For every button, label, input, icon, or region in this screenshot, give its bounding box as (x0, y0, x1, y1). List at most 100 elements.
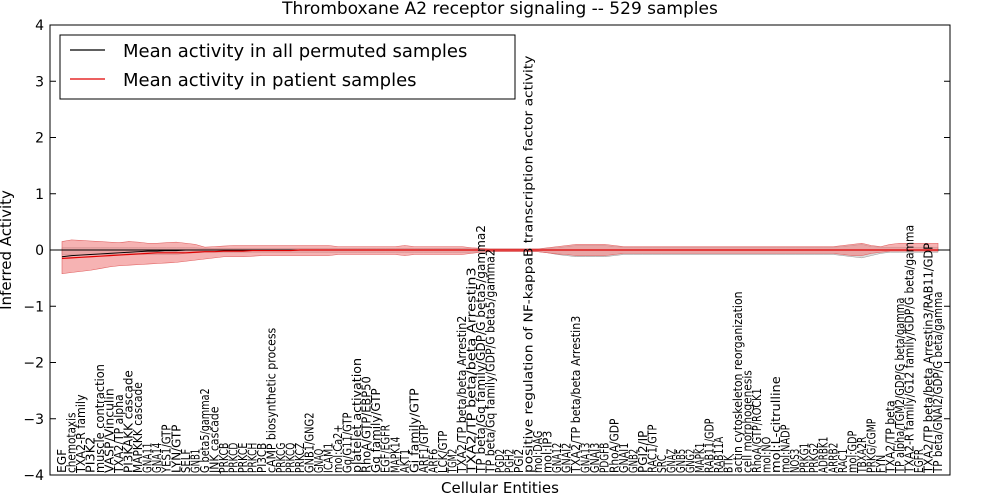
y-tick-label: 1 (35, 187, 44, 203)
x-category-label: GNA11 (141, 443, 155, 473)
x-category-label: TGM2 (445, 449, 459, 474)
x-axis-label: Cellular Entities (441, 479, 559, 497)
y-tick-label: −1 (23, 299, 44, 315)
x-category-label: TP beta/GNAI2/GDP/G beta/gamma (931, 292, 945, 474)
legend-label-patient: Mean activity in patient samples (123, 70, 417, 91)
x-category-label: GNAI1 (617, 443, 631, 473)
x-category-label: PI3KAKK cascade (122, 370, 136, 473)
x-category-label: TP beta/Gq family/GDP/G beta5/gamma2 (474, 225, 488, 474)
x-category-label: YES1/GTP (160, 425, 174, 474)
x-category-label: GNAQ (312, 449, 326, 473)
x-category-label: NOS3 (788, 449, 802, 473)
x-category-label: FYN (874, 455, 888, 473)
y-tick-label: 4 (35, 18, 44, 34)
x-category-label: Gi family/GTP (407, 388, 421, 473)
x-category-label: G beta5/gamma2 (198, 388, 212, 473)
legend: Mean activity in all permuted samples Me… (59, 34, 516, 100)
series-patient-line (61, 249, 938, 260)
x-category-label: MAPK1 (693, 443, 707, 473)
x-category-label: ARF6 (426, 449, 440, 473)
x-category-label: TXA2/TP beta/beta Arrestin3/RAB11/GDP (921, 243, 935, 474)
x-category-label: PRKG/cGMP (864, 419, 878, 473)
x-category-label: MAPK14 (388, 437, 402, 473)
x-category-label: TXA2/TP beta (883, 400, 897, 473)
x-category-label: MAPKKK cascade (131, 382, 145, 473)
x-category-label: GNAZ (664, 449, 678, 473)
x-category-label: PGI2/IP (636, 431, 650, 473)
x-category-label: EGFR (912, 449, 926, 473)
x-category-label: GNA13 (579, 443, 593, 473)
x-category-label: RAC1/GTP (645, 425, 659, 473)
chart-title: Thromboxane A2 receptor signaling -- 529… (281, 0, 718, 19)
x-category-label: PRKCG (274, 443, 288, 473)
x-category-label: RAB11/GDP (702, 419, 716, 473)
x-category-label: ADRBK1 (817, 437, 831, 473)
x-category-label: GNB2 (626, 449, 640, 473)
x-category-label: PRKCQ (284, 443, 298, 473)
x-category-label: PGI2 (512, 449, 526, 473)
x-category-label: RAC1 (836, 449, 850, 473)
y-axis-label: Inferred Activity (0, 190, 15, 310)
legend-label-permuted: Mean activity in all permuted samples (123, 41, 467, 62)
x-category-label: mol:GDP (845, 431, 859, 473)
x-category-label: BTK (722, 454, 736, 473)
x-category-label: RhoA/GTP/ROCK1 (750, 388, 764, 473)
x-category-label: PDGFB (598, 443, 612, 473)
y-tick-label: 2 (35, 131, 44, 147)
x-category-label: TXA2/TP alpha (112, 394, 126, 474)
x-category-label: PRKCB (217, 443, 231, 473)
x-category-label: GNG2 (683, 449, 697, 473)
x-category-label: ARF1/GTP (417, 425, 431, 473)
x-category-label: GNAI2 (560, 443, 574, 473)
x-category-label: TXA2-R family (74, 394, 88, 474)
x-category-label: RAB11A (712, 436, 726, 473)
legend-box (59, 34, 516, 100)
x-category-label: Gq family/GTP (369, 388, 383, 473)
x-category-label: mol:DAG (531, 431, 545, 473)
x-category-label: SELF (179, 449, 193, 473)
x-category-label: TXA2/TP beta/beta Arrestin2 (455, 316, 469, 474)
plot-area (50, 239, 950, 274)
x-category-label: GNB1/GNG2 (303, 413, 317, 474)
x-category-label: mol:IP3 (541, 431, 555, 473)
x-category-label: actin cytoskeleton reorganization (731, 292, 745, 474)
x-category-label: TXA2/TP beta/beta Arrestin3 (464, 267, 478, 474)
x-category-label: mol:Ca2+ (331, 425, 345, 473)
x-category-label: muscle contraction (93, 364, 107, 473)
x-category-label: PGH2 (503, 449, 517, 473)
x-category-label: PRKCE (236, 443, 250, 473)
x-category-label: cAMP biosynthetic process (264, 328, 278, 473)
x-category-label: JNK cascade (207, 407, 221, 474)
x-category-label: Gq/G11/GTP (341, 413, 355, 474)
x-category-label: RhoA/GTP/EBP50 (360, 376, 374, 473)
x-category-label: GNAI3 (588, 443, 602, 473)
x-category-label: PRKCZ (293, 443, 307, 473)
x-category-label: ARRB2 (826, 443, 840, 473)
x-category-label: ICAM1 (322, 443, 336, 473)
x-category-label: VASP/Vinculin (103, 388, 117, 473)
x-category-label: mol:NO (760, 437, 774, 473)
x-category-label: TP alpha/TGM2/GDP/G beta/gamma (893, 298, 907, 474)
x-category-label: GNA14 (150, 443, 164, 473)
x-category-label: LCK/GTP (436, 431, 450, 473)
x-category-label: PRKCD (226, 443, 240, 473)
x-category-label: PI3K2 (84, 437, 98, 473)
x-category-label: GNA12 (550, 443, 564, 473)
y-tick-label: −3 (23, 412, 44, 428)
x-category-label: GNB5 (674, 449, 688, 473)
x-category-label: TXA2-R family/G12 family/GDP/G beta/gamm… (902, 225, 916, 474)
y-tick-label: 0 (35, 243, 44, 259)
x-category-label: positive regulation of NF-kappaB transcr… (522, 56, 536, 473)
x-category-label: mol:L-citrulline (769, 376, 783, 473)
x-category-label: AKT1 (398, 449, 412, 473)
x-category-label: TXA2/TP beta/beta Arrestin3 (569, 316, 583, 474)
x-category-label: EGF (55, 449, 69, 473)
x-category-label: EGF/EGFR (379, 425, 393, 473)
y-tick-label: −2 (23, 356, 44, 372)
x-category-label: PRKG2 (807, 443, 821, 473)
x-category-label: SRC (655, 455, 669, 473)
x-category-label: TBXA2R (855, 437, 869, 474)
y-axis-ticks: 4 3 2 1 0 −1 −2 −3 −4 (23, 18, 950, 484)
